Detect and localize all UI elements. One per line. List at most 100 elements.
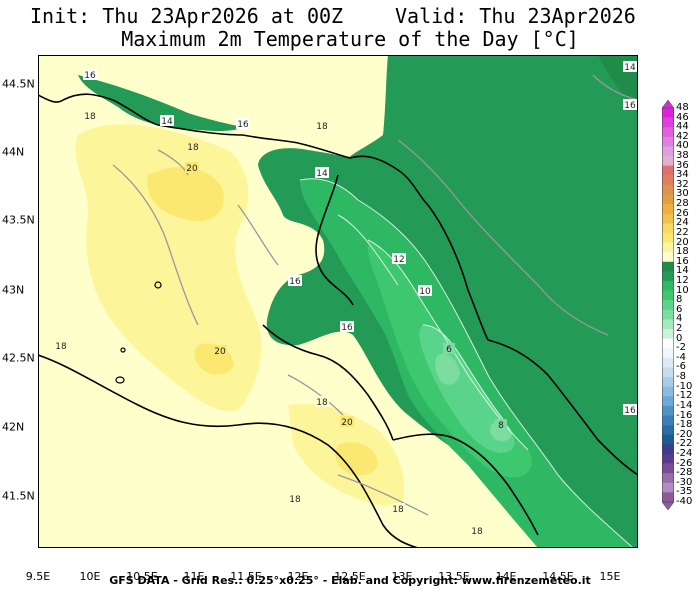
colorbar-label: 20 (676, 236, 689, 248)
map-title: Maximum 2m Temperature of the Day [°C] (121, 27, 579, 51)
y-tick-label: 44.5N (2, 77, 35, 91)
region-borders (38, 93, 638, 548)
contour-label: 18 (84, 112, 96, 122)
temp-band-20-22-north (147, 167, 224, 222)
colorbar-label: -8 (676, 371, 686, 383)
colorbar-swatch (662, 242, 674, 253)
colorbar-swatch (662, 156, 674, 166)
credits-footer: GFS DATA - Grid Res.: 0.25°x0.25° - Elab… (109, 574, 591, 587)
colorbar-label: -40 (676, 496, 693, 507)
x-tick-label: 14.5E (542, 570, 574, 583)
x-tick-label: 11.5E (230, 570, 262, 583)
x-tick-label: 10.5E (126, 570, 158, 583)
colorbar-swatch (662, 482, 674, 493)
colorbar-bottom-arrow (662, 501, 674, 510)
colorbar-label: 22 (676, 226, 689, 238)
colorbar-swatch (662, 319, 674, 330)
colorbar-swatch (662, 223, 674, 234)
colorbar-swatch (662, 184, 674, 195)
contour-label: 16 (624, 406, 636, 416)
colorbar-label: -12 (676, 390, 693, 402)
colorbar-label: -16 (676, 409, 693, 421)
colorbar-swatch (662, 146, 674, 157)
temperature-map: 16 14 16 18 18 20 14 18 12 10 16 16 18 2… (38, 55, 638, 548)
colorbar-swatch (662, 280, 674, 291)
temperature-colorbar (662, 100, 674, 510)
colorbar-swatch (662, 415, 674, 426)
colorbar-swatch (662, 127, 674, 138)
colorbar-swatch (662, 444, 674, 455)
contour-label: 10 (419, 287, 431, 297)
contour-label: 18 (471, 527, 483, 537)
map-frame (38, 55, 638, 548)
contour-label: 6 (446, 345, 452, 355)
init-time-label: Init: Thu 23Apr2026 at 00Z (30, 4, 344, 28)
islands (115, 281, 162, 384)
colorbar-swatch (662, 271, 674, 282)
colorbar-swatch (662, 194, 674, 205)
contour-label: 16 (237, 120, 249, 130)
colorbar-label: 32 (676, 178, 689, 190)
contour-label: 16 (289, 277, 301, 287)
colorbar-label: 28 (676, 198, 689, 210)
colorbar-label: 26 (676, 207, 689, 219)
x-tick-label: 14E (495, 570, 517, 583)
colorbar-label: 8 (676, 294, 683, 306)
coastlines (112, 74, 638, 516)
contour-label: 20 (186, 164, 198, 174)
colorbar-swatch (662, 309, 674, 320)
colorbar-label: -14 (676, 399, 693, 411)
x-tick-label: 12E (287, 570, 309, 583)
colorbar-swatch (662, 175, 674, 186)
y-tick-label: 43.5N (2, 213, 35, 227)
colorbar-label: -35 (676, 486, 693, 498)
y-tick-label: 42N (2, 420, 25, 434)
x-tick-label: 11E (183, 570, 205, 583)
x-tick-label: 9.5E (25, 570, 51, 583)
colorbar-label: 18 (676, 246, 689, 258)
colorbar-label: 44 (676, 121, 689, 133)
colorbar-label: 24 (676, 217, 689, 229)
isotherm-lines (299, 178, 634, 548)
colorbar-label: 0 (676, 332, 683, 344)
colorbar-label: 2 (676, 323, 683, 335)
y-tick-label: 41.5N (2, 489, 35, 503)
temp-band-6-8-north (435, 353, 460, 385)
colorbar-swatch (662, 386, 674, 397)
colorbar-label: -4 (676, 351, 686, 363)
colorbar-label: 14 (676, 265, 689, 277)
colorbar-label: -28 (676, 467, 693, 479)
contour-label: 8 (498, 421, 504, 431)
colorbar-swatch (662, 492, 674, 503)
x-tick-label: 12.5E (334, 570, 366, 583)
colorbar-swatch (662, 396, 674, 407)
colorbar-swatch (662, 329, 674, 339)
contour-label: 18 (392, 505, 404, 515)
contour-label: 18 (55, 342, 67, 352)
colorbar-swatch (662, 261, 674, 272)
colorbar-swatch (662, 213, 674, 224)
contour-label: 20 (214, 347, 226, 357)
colorbar-swatch (662, 300, 674, 311)
colorbar-label: 36 (676, 159, 689, 171)
valid-time-label: Valid: Thu 23Apr2026 (395, 4, 636, 28)
colorbar-label: -30 (676, 476, 693, 488)
colorbar-swatch (662, 204, 674, 215)
colorbar-swatch (662, 357, 674, 368)
temp-band-14-16-northwest (78, 75, 243, 131)
colorbar-label: 6 (676, 303, 683, 315)
colorbar-top-arrow (662, 100, 674, 109)
colorbar-label: -22 (676, 438, 693, 450)
colorbar-label: -6 (676, 361, 686, 373)
colorbar-swatch (662, 377, 674, 387)
colorbar-swatch (662, 348, 674, 359)
contour-label: 14 (316, 169, 328, 179)
colorbar-swatch (662, 252, 674, 263)
contour-label: 12 (393, 255, 404, 265)
colorbar-swatch (662, 165, 674, 176)
contour-label: 18 (187, 143, 199, 153)
colorbar-label: 30 (676, 188, 689, 200)
colorbar-label: -26 (676, 457, 693, 469)
colorbar-label: 48 (676, 102, 689, 113)
colorbar-swatch (662, 136, 674, 147)
